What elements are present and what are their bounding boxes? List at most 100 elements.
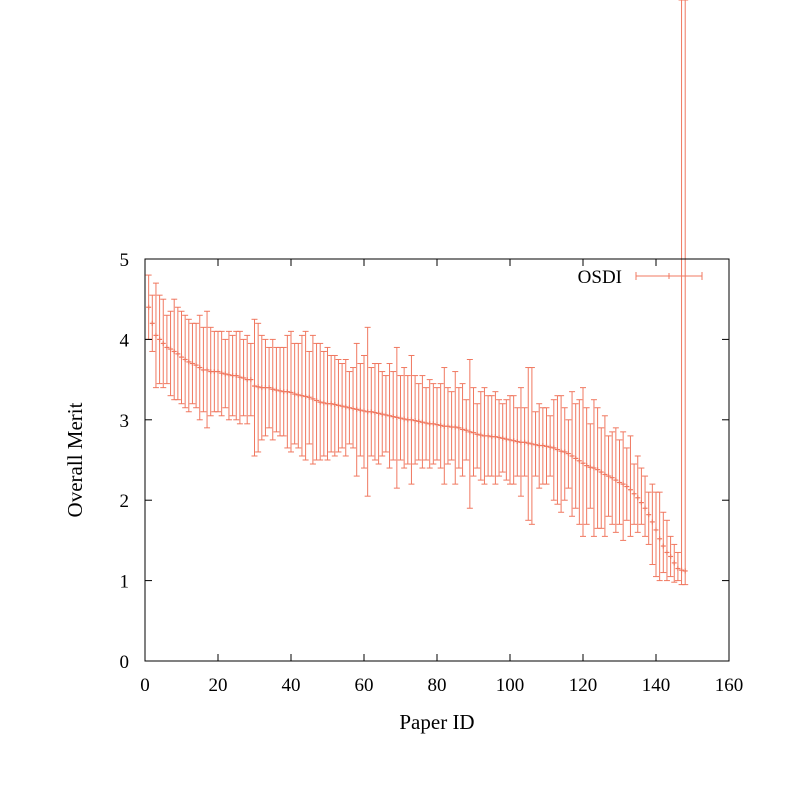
data-point	[485, 395, 492, 477]
data-point	[594, 407, 601, 529]
data-point	[185, 318, 192, 413]
data-point	[386, 363, 393, 469]
data-point	[233, 330, 240, 421]
legend-label-osdi: OSDI	[578, 267, 622, 288]
data-point	[382, 375, 389, 453]
data-point	[660, 511, 667, 574]
data-point	[423, 387, 430, 461]
data-point	[335, 359, 342, 453]
data-point	[171, 298, 178, 401]
data-point	[309, 334, 316, 465]
data-marks	[145, 0, 689, 586]
data-point	[496, 399, 503, 477]
data-point	[353, 342, 360, 477]
data-point	[149, 294, 156, 352]
data-point	[288, 330, 294, 453]
data-point	[236, 330, 243, 425]
data-point	[521, 407, 528, 477]
data-point	[503, 399, 510, 481]
data-point	[324, 346, 331, 461]
x-tick-label: 20	[209, 675, 228, 696]
data-point	[368, 367, 375, 457]
data-point	[346, 371, 353, 445]
x-tick-label: 100	[496, 675, 525, 696]
data-point	[671, 543, 678, 583]
data-point	[240, 338, 247, 417]
data-point	[580, 387, 586, 537]
data-point	[401, 367, 408, 469]
data-point	[251, 318, 258, 457]
x-tick-label: 160	[715, 675, 744, 696]
data-point	[244, 334, 251, 425]
data-point	[682, 0, 689, 586]
data-point	[419, 375, 426, 469]
data-point	[393, 346, 400, 489]
x-tick-label: 60	[355, 675, 374, 696]
data-point	[492, 391, 499, 485]
data-point	[222, 338, 229, 409]
data-point	[284, 334, 291, 449]
data-point	[163, 314, 170, 385]
data-point	[609, 431, 616, 525]
y-tick-label: 0	[120, 652, 130, 673]
data-point	[583, 407, 590, 525]
data-point	[280, 346, 287, 437]
data-point	[357, 363, 364, 457]
data-point	[273, 346, 280, 433]
data-point	[642, 475, 649, 537]
data-point	[342, 359, 349, 457]
data-point	[379, 371, 386, 457]
data-point	[499, 403, 506, 473]
data-point	[145, 274, 152, 340]
data-point	[320, 350, 327, 457]
data-point	[331, 354, 338, 457]
data-point	[317, 342, 324, 461]
data-point	[455, 387, 462, 469]
legend: OSDI	[578, 267, 703, 288]
data-point	[569, 391, 576, 517]
data-point	[434, 387, 440, 461]
data-point	[550, 399, 557, 501]
data-point	[514, 407, 521, 477]
data-point	[620, 431, 627, 541]
data-point	[156, 294, 163, 385]
data-point	[452, 371, 459, 485]
data-point	[481, 387, 488, 485]
data-point	[554, 395, 561, 505]
data-point	[674, 551, 681, 582]
data-point	[565, 419, 572, 489]
x-tick-label: 140	[642, 675, 671, 696]
data-point	[255, 322, 262, 453]
data-point	[459, 383, 466, 477]
data-point	[653, 491, 659, 578]
x-axis-title: Paper ID	[399, 710, 474, 734]
data-point	[430, 383, 437, 465]
data-point	[638, 467, 645, 525]
data-point	[218, 330, 225, 417]
data-point	[339, 363, 346, 449]
data-point	[306, 350, 313, 445]
data-point	[667, 535, 674, 578]
data-point	[196, 314, 203, 421]
data-point	[189, 322, 196, 405]
data-point	[649, 483, 656, 566]
data-point	[536, 403, 543, 489]
data-point	[390, 371, 397, 461]
data-point	[174, 306, 181, 401]
data-point	[470, 387, 477, 477]
x-tick-label: 80	[428, 675, 447, 696]
y-tick-label: 5	[120, 250, 130, 271]
data-point	[397, 375, 404, 461]
data-point	[623, 447, 630, 521]
data-point	[269, 338, 276, 441]
data-point	[539, 407, 546, 485]
data-point	[528, 367, 535, 525]
data-point	[200, 326, 207, 413]
axis-ticks: 0 20 40 60 80 100 120 140 160 0 1 2 3 4 5	[120, 250, 744, 696]
data-point	[350, 367, 357, 449]
data-point	[466, 359, 473, 509]
data-point	[463, 399, 470, 461]
data-point	[215, 330, 221, 413]
data-point	[598, 427, 605, 529]
